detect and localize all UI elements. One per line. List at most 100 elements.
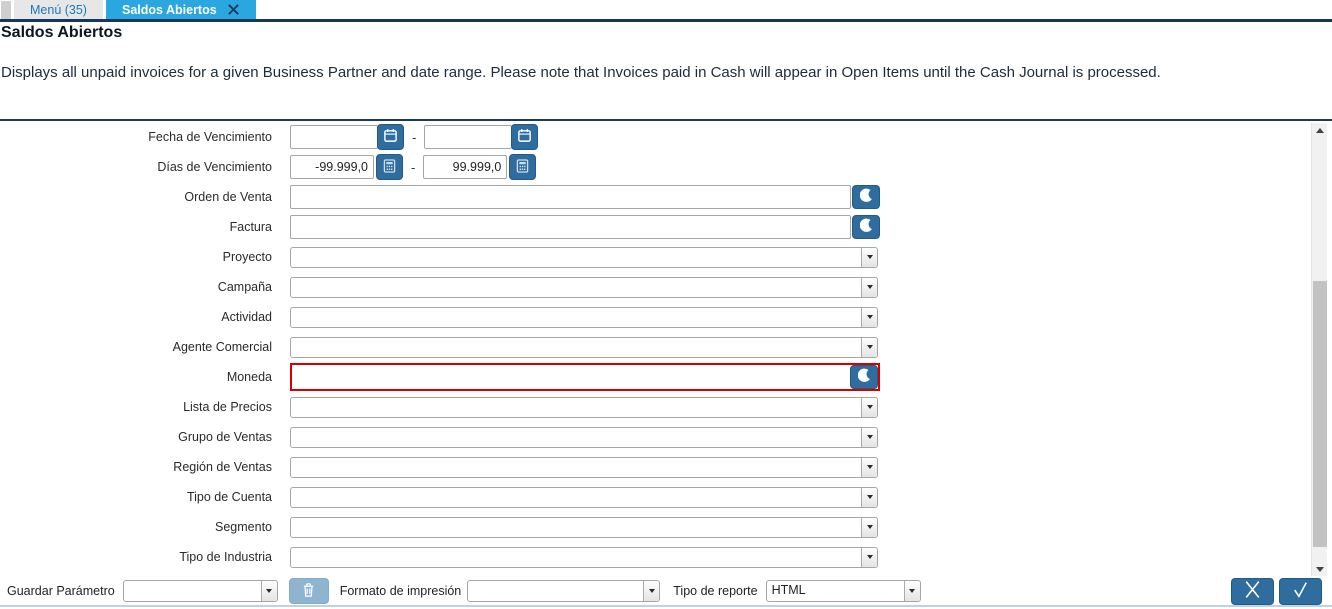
chevron-down-icon[interactable]	[861, 487, 877, 507]
campana-combobox[interactable]	[290, 276, 878, 298]
tab-menu[interactable]: Menú (35)	[14, 0, 103, 19]
dias-vencimiento-to-input[interactable]	[423, 155, 508, 179]
tab-menu-label: Menú (35)	[30, 2, 87, 17]
scrollbar-thumb[interactable]	[1313, 281, 1327, 547]
actividad-combobox[interactable]	[290, 306, 878, 328]
region-ventas-value	[291, 458, 861, 477]
orden-venta-input[interactable]	[290, 185, 851, 209]
close-tab-icon[interactable]	[227, 3, 240, 16]
chevron-down-icon[interactable]	[861, 397, 877, 417]
field-row-campana: Campaña	[0, 272, 1305, 302]
calculator-icon	[516, 158, 529, 176]
chevron-down-icon[interactable]	[643, 581, 660, 601]
moneda-input[interactable]	[292, 365, 850, 389]
fecha-vencimiento-to-calendar-button[interactable]	[511, 124, 539, 150]
lista-precios-value	[291, 398, 861, 417]
chevron-down-icon[interactable]	[861, 277, 877, 297]
parameter-form: Fecha de Vencimiento -	[0, 122, 1305, 572]
region-ventas-combobox[interactable]	[290, 456, 878, 478]
agente-comercial-value	[291, 338, 861, 357]
vertical-scrollbar[interactable]	[1311, 123, 1327, 576]
tab-saldos-abiertos-label: Saldos Abiertos	[121, 2, 217, 17]
record-search-icon	[857, 368, 871, 386]
process-description: Displays all unpaid invoices for a given…	[1, 64, 1161, 81]
field-row-orden-venta: Orden de Venta	[0, 182, 1305, 212]
moneda-error-highlight	[290, 363, 880, 391]
chevron-down-icon[interactable]	[861, 547, 877, 567]
orden-venta-record-search-button[interactable]	[852, 185, 880, 209]
campana-value	[291, 278, 861, 297]
tipo-industria-value	[291, 548, 861, 567]
tipo-reporte-combobox[interactable]: HTML	[765, 580, 921, 602]
grupo-ventas-combobox[interactable]	[290, 426, 878, 448]
region-ventas-label: Región de Ventas	[173, 460, 272, 474]
segmento-combobox[interactable]	[290, 516, 878, 538]
fecha-vencimiento-label: Fecha de Vencimiento	[148, 130, 272, 144]
fecha-vencimiento-from-calendar-button[interactable]	[377, 124, 404, 150]
header-divider	[0, 119, 1332, 121]
formato-impresion-label: Formato de impresión	[339, 584, 462, 598]
field-row-segmento: Segmento	[0, 512, 1305, 542]
field-row-proyecto: Proyecto	[0, 242, 1305, 272]
chevron-down-icon[interactable]	[861, 247, 877, 267]
guardar-parametro-value	[124, 581, 261, 601]
dias-vencimiento-to-calculator-button[interactable]	[509, 154, 537, 180]
tipo-industria-label: Tipo de Industria	[179, 550, 272, 564]
lista-precios-label: Lista de Precios	[183, 400, 272, 414]
scroll-down-arrow[interactable]	[1312, 562, 1328, 576]
chevron-down-icon[interactable]	[260, 581, 277, 601]
calendar-icon	[383, 128, 398, 146]
ok-check-icon	[1290, 580, 1311, 602]
chevron-down-icon[interactable]	[861, 337, 877, 357]
chevron-down-icon[interactable]	[861, 517, 877, 537]
chevron-down-icon[interactable]	[861, 307, 877, 327]
tipo-cuenta-combobox[interactable]	[290, 486, 878, 508]
delete-parameter-button[interactable]	[288, 578, 329, 604]
formato-impresion-combobox[interactable]	[467, 580, 661, 602]
cancel-x-icon	[1242, 580, 1263, 602]
chevron-down-icon[interactable]	[861, 427, 877, 447]
campana-label: Campaña	[217, 280, 272, 294]
ok-button[interactable]	[1279, 577, 1322, 605]
guardar-parametro-combobox[interactable]	[122, 580, 278, 602]
moneda-record-search-button[interactable]	[850, 365, 878, 389]
chevron-down-icon[interactable]	[861, 457, 877, 477]
field-row-grupo-ventas: Grupo de Ventas	[0, 422, 1305, 452]
fecha-vencimiento-from-input[interactable]	[290, 125, 378, 149]
segmento-value	[291, 518, 861, 537]
agente-comercial-combobox[interactable]	[290, 336, 878, 358]
grupo-ventas-label: Grupo de Ventas	[178, 430, 272, 444]
factura-record-search-button[interactable]	[852, 215, 880, 239]
field-row-region-ventas: Región de Ventas	[0, 452, 1305, 482]
dias-vencimiento-from-calculator-button[interactable]	[376, 154, 403, 180]
tab-saldos-abiertos[interactable]: Saldos Abiertos	[105, 0, 256, 19]
chevron-down-icon[interactable]	[903, 581, 920, 601]
field-row-factura: Factura	[0, 212, 1305, 242]
cancel-button[interactable]	[1231, 577, 1274, 605]
segmento-label: Segmento	[215, 520, 272, 534]
range-separator: -	[412, 129, 417, 145]
fecha-vencimiento-to-input[interactable]	[424, 125, 513, 149]
actividad-label: Actividad	[221, 310, 272, 324]
page-title: Saldos Abiertos	[1, 24, 123, 41]
tipo-cuenta-label: Tipo de Cuenta	[186, 490, 272, 504]
agente-comercial-label: Agente Comercial	[172, 340, 272, 354]
tipo-industria-combobox[interactable]	[290, 546, 878, 568]
tipo-cuenta-value	[291, 488, 861, 507]
field-row-agente-comercial: Agente Comercial	[0, 332, 1305, 362]
factura-label: Factura	[229, 220, 272, 234]
scroll-up-arrow[interactable]	[1312, 123, 1328, 137]
actividad-value	[291, 308, 861, 327]
dias-vencimiento-from-input[interactable]	[290, 155, 374, 179]
field-row-tipo-cuenta: Tipo de Cuenta	[0, 482, 1305, 512]
trash-icon	[301, 582, 316, 601]
field-row-lista-precios: Lista de Precios	[0, 392, 1305, 422]
lista-precios-combobox[interactable]	[290, 396, 878, 418]
record-search-icon	[859, 188, 873, 206]
guardar-parametro-label: Guardar Parámetro	[7, 584, 115, 598]
proyecto-combobox[interactable]	[290, 246, 878, 268]
field-row-dias-vencimiento: Días de Vencimiento -	[0, 152, 1305, 182]
tipo-reporte-label: Tipo de reporte	[673, 584, 758, 598]
factura-input[interactable]	[290, 215, 851, 239]
